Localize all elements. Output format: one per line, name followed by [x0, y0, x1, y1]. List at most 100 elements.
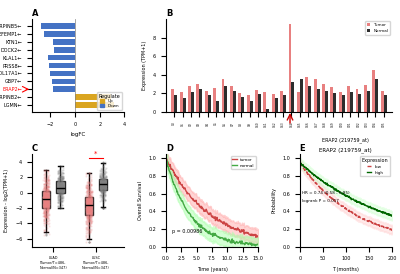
Point: [44, 206, 50, 211]
Point: [84, 209, 90, 213]
Point: [44, 206, 50, 210]
Point: [86, 193, 92, 197]
Point: [43, 187, 49, 191]
Point: [59, 187, 66, 192]
Point: [88, 212, 94, 216]
Point: [87, 201, 93, 206]
Point: [84, 202, 90, 207]
Line: low: low: [300, 163, 392, 230]
Point: [42, 201, 48, 205]
Point: [99, 172, 106, 177]
Point: [100, 179, 106, 184]
Point: [45, 184, 52, 189]
Point: [60, 187, 66, 192]
Point: [101, 178, 108, 182]
Point: [84, 207, 90, 211]
Point: [42, 214, 48, 218]
Point: [97, 178, 103, 182]
Point: [54, 176, 61, 180]
Point: [100, 176, 107, 180]
Point: [42, 215, 48, 219]
Point: [83, 219, 89, 223]
Point: [84, 230, 91, 234]
Point: [98, 185, 104, 189]
Point: [85, 201, 92, 205]
Point: [55, 184, 61, 189]
Point: [98, 189, 104, 193]
normal: [181, 201, 186, 204]
Point: [86, 216, 92, 221]
high: [297, 161, 302, 164]
Point: [83, 240, 89, 245]
Legend: tumor, normal: tumor, normal: [231, 156, 256, 169]
Point: [54, 188, 61, 192]
Point: [44, 195, 50, 200]
Point: [97, 175, 104, 179]
Point: [101, 160, 108, 164]
Point: [45, 201, 51, 205]
Point: [56, 193, 63, 197]
Bar: [356, 89, 358, 112]
Point: [88, 204, 94, 209]
Point: [42, 174, 48, 178]
Point: [97, 188, 104, 192]
Point: [56, 194, 62, 198]
normal: [253, 244, 258, 248]
Point: [88, 205, 94, 209]
Point: [57, 171, 63, 175]
Bar: [222, 79, 224, 112]
Point: [43, 215, 50, 219]
Point: [85, 233, 92, 237]
Point: [88, 204, 94, 208]
Point: [59, 195, 65, 199]
Point: [40, 195, 46, 199]
Point: [101, 189, 108, 193]
Point: [56, 176, 62, 180]
normal: [248, 243, 253, 246]
Point: [40, 210, 47, 214]
Point: [44, 201, 50, 205]
Point: [102, 181, 108, 185]
Point: [101, 185, 107, 189]
Point: [84, 198, 90, 202]
Y-axis label: Probability: Probability: [272, 187, 277, 213]
Point: [83, 236, 90, 241]
Point: [88, 196, 94, 200]
Point: [83, 227, 89, 231]
Point: [84, 213, 91, 218]
tumor: [256, 235, 260, 239]
Point: [98, 187, 104, 192]
Point: [44, 197, 50, 201]
Point: [44, 185, 51, 189]
Point: [88, 175, 94, 180]
Point: [99, 184, 106, 188]
Point: [44, 204, 51, 209]
Point: [60, 176, 66, 181]
Point: [85, 218, 91, 222]
Point: [86, 208, 93, 213]
Point: [101, 176, 108, 180]
Point: [42, 191, 49, 195]
Point: [88, 213, 95, 218]
Point: [41, 175, 47, 179]
Point: [44, 199, 50, 204]
Point: [86, 201, 93, 205]
Point: [43, 214, 49, 218]
Point: [41, 222, 48, 227]
Point: [42, 204, 49, 209]
Point: [98, 178, 104, 182]
Point: [86, 188, 92, 192]
Point: [88, 199, 94, 203]
Point: [84, 210, 91, 215]
Point: [58, 176, 64, 180]
Point: [100, 181, 106, 185]
PathPatch shape: [99, 179, 107, 190]
Point: [87, 204, 94, 208]
Point: [99, 185, 105, 190]
Point: [99, 179, 105, 184]
tumor: [254, 236, 258, 239]
Point: [84, 198, 91, 202]
Point: [59, 192, 65, 196]
Point: [57, 195, 63, 200]
Point: [98, 193, 104, 197]
